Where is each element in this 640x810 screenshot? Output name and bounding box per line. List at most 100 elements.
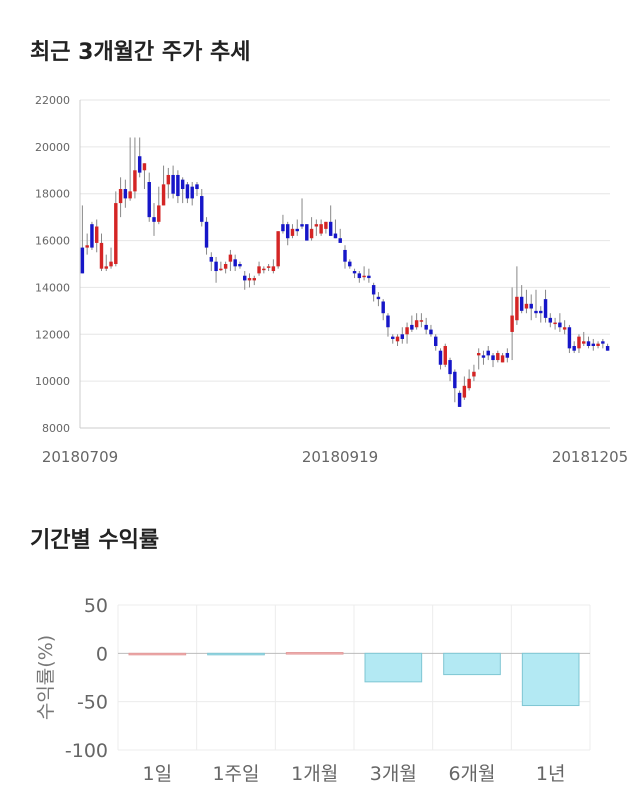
candle (357, 271, 362, 283)
candle-body (376, 296, 381, 300)
candle-body (438, 350, 443, 365)
candle-body (266, 266, 271, 268)
candle-body (367, 275, 371, 279)
candle (128, 137, 132, 201)
candle (562, 320, 567, 335)
candle (209, 252, 214, 272)
candle-body (161, 184, 166, 206)
candle-body (204, 221, 209, 248)
candle-body (338, 238, 342, 243)
candle-body (519, 296, 524, 311)
candle-body (324, 221, 328, 229)
candle-body (128, 191, 132, 199)
candle-body (80, 247, 85, 274)
candle (147, 172, 151, 222)
candle-body (171, 174, 175, 194)
candle (104, 254, 108, 272)
candle (438, 348, 443, 370)
candle-body (371, 285, 376, 295)
candle (305, 224, 309, 241)
candle (395, 334, 400, 346)
y-axis-label: 수익률(%) (35, 635, 57, 720)
candle-body (453, 371, 457, 389)
y-tick-label: 50 (84, 595, 108, 617)
candle (185, 182, 190, 204)
candle-body (147, 182, 151, 218)
y-tick-label: 18000 (35, 188, 70, 201)
candle (381, 299, 385, 321)
candle (252, 275, 256, 286)
candle (429, 324, 433, 337)
candle (553, 317, 557, 330)
candle-body (133, 170, 137, 192)
candle-body (400, 334, 405, 339)
candle (567, 324, 572, 354)
candle-body (281, 224, 285, 232)
candle-body (190, 186, 194, 199)
candle-body (605, 346, 610, 351)
candle (85, 233, 89, 255)
candle (137, 137, 142, 178)
bar (443, 652, 501, 676)
candle (386, 313, 390, 337)
candle-body (300, 224, 304, 227)
candle-body (137, 156, 142, 173)
candle (152, 203, 156, 236)
candle-body (257, 266, 261, 274)
candle (591, 338, 596, 351)
candle-body (290, 228, 295, 236)
x-tick-label: 20181205 (552, 448, 628, 466)
candle-body (567, 327, 572, 349)
candle (434, 334, 438, 351)
candle-body (271, 266, 276, 272)
candle (271, 259, 276, 274)
candlestick-chart: 22000 20000 18000 16000 14000 12000 10000 8000 2… (35, 94, 628, 466)
candle-body (118, 189, 123, 204)
candle (443, 343, 447, 368)
x-tick-label: 1주일 (212, 763, 259, 785)
candle-body (305, 224, 309, 241)
candle (219, 261, 223, 272)
candle (161, 165, 166, 206)
candle (99, 233, 104, 272)
candle (319, 219, 323, 236)
candle-body (539, 310, 543, 314)
candle-body (352, 271, 357, 274)
candle (376, 292, 381, 307)
candle (534, 289, 538, 318)
candle (266, 264, 271, 272)
candle-body (262, 268, 266, 271)
x-tick-label: 1년 (536, 763, 566, 785)
candle-body (252, 278, 256, 281)
candle-body (109, 261, 113, 267)
candle-body (243, 275, 247, 281)
candle (343, 245, 347, 269)
candle-body (381, 301, 385, 314)
candle (476, 348, 481, 370)
candle (472, 364, 476, 382)
y-tick-label: 22000 (35, 94, 70, 107)
candle (223, 261, 228, 274)
candle (467, 369, 471, 391)
y-tick-label: 20000 (35, 141, 70, 154)
candle (180, 177, 185, 204)
candle-body (505, 353, 510, 358)
candle (462, 376, 467, 400)
candle (486, 346, 490, 361)
candle-body (238, 264, 242, 267)
candle (176, 170, 180, 204)
y-tick-label: 16000 (35, 235, 70, 248)
candle (309, 217, 314, 241)
x-tick-label: 6개월 (448, 763, 495, 785)
candle-body (462, 385, 467, 398)
bar (207, 652, 265, 656)
candle-body (591, 343, 596, 346)
candle-body (157, 205, 161, 222)
candle (414, 313, 419, 330)
candle (333, 219, 338, 239)
candle-body (295, 228, 299, 232)
candle-body (524, 303, 529, 309)
candle (238, 261, 242, 269)
candle-body (285, 224, 290, 239)
candle-body (529, 303, 533, 309)
